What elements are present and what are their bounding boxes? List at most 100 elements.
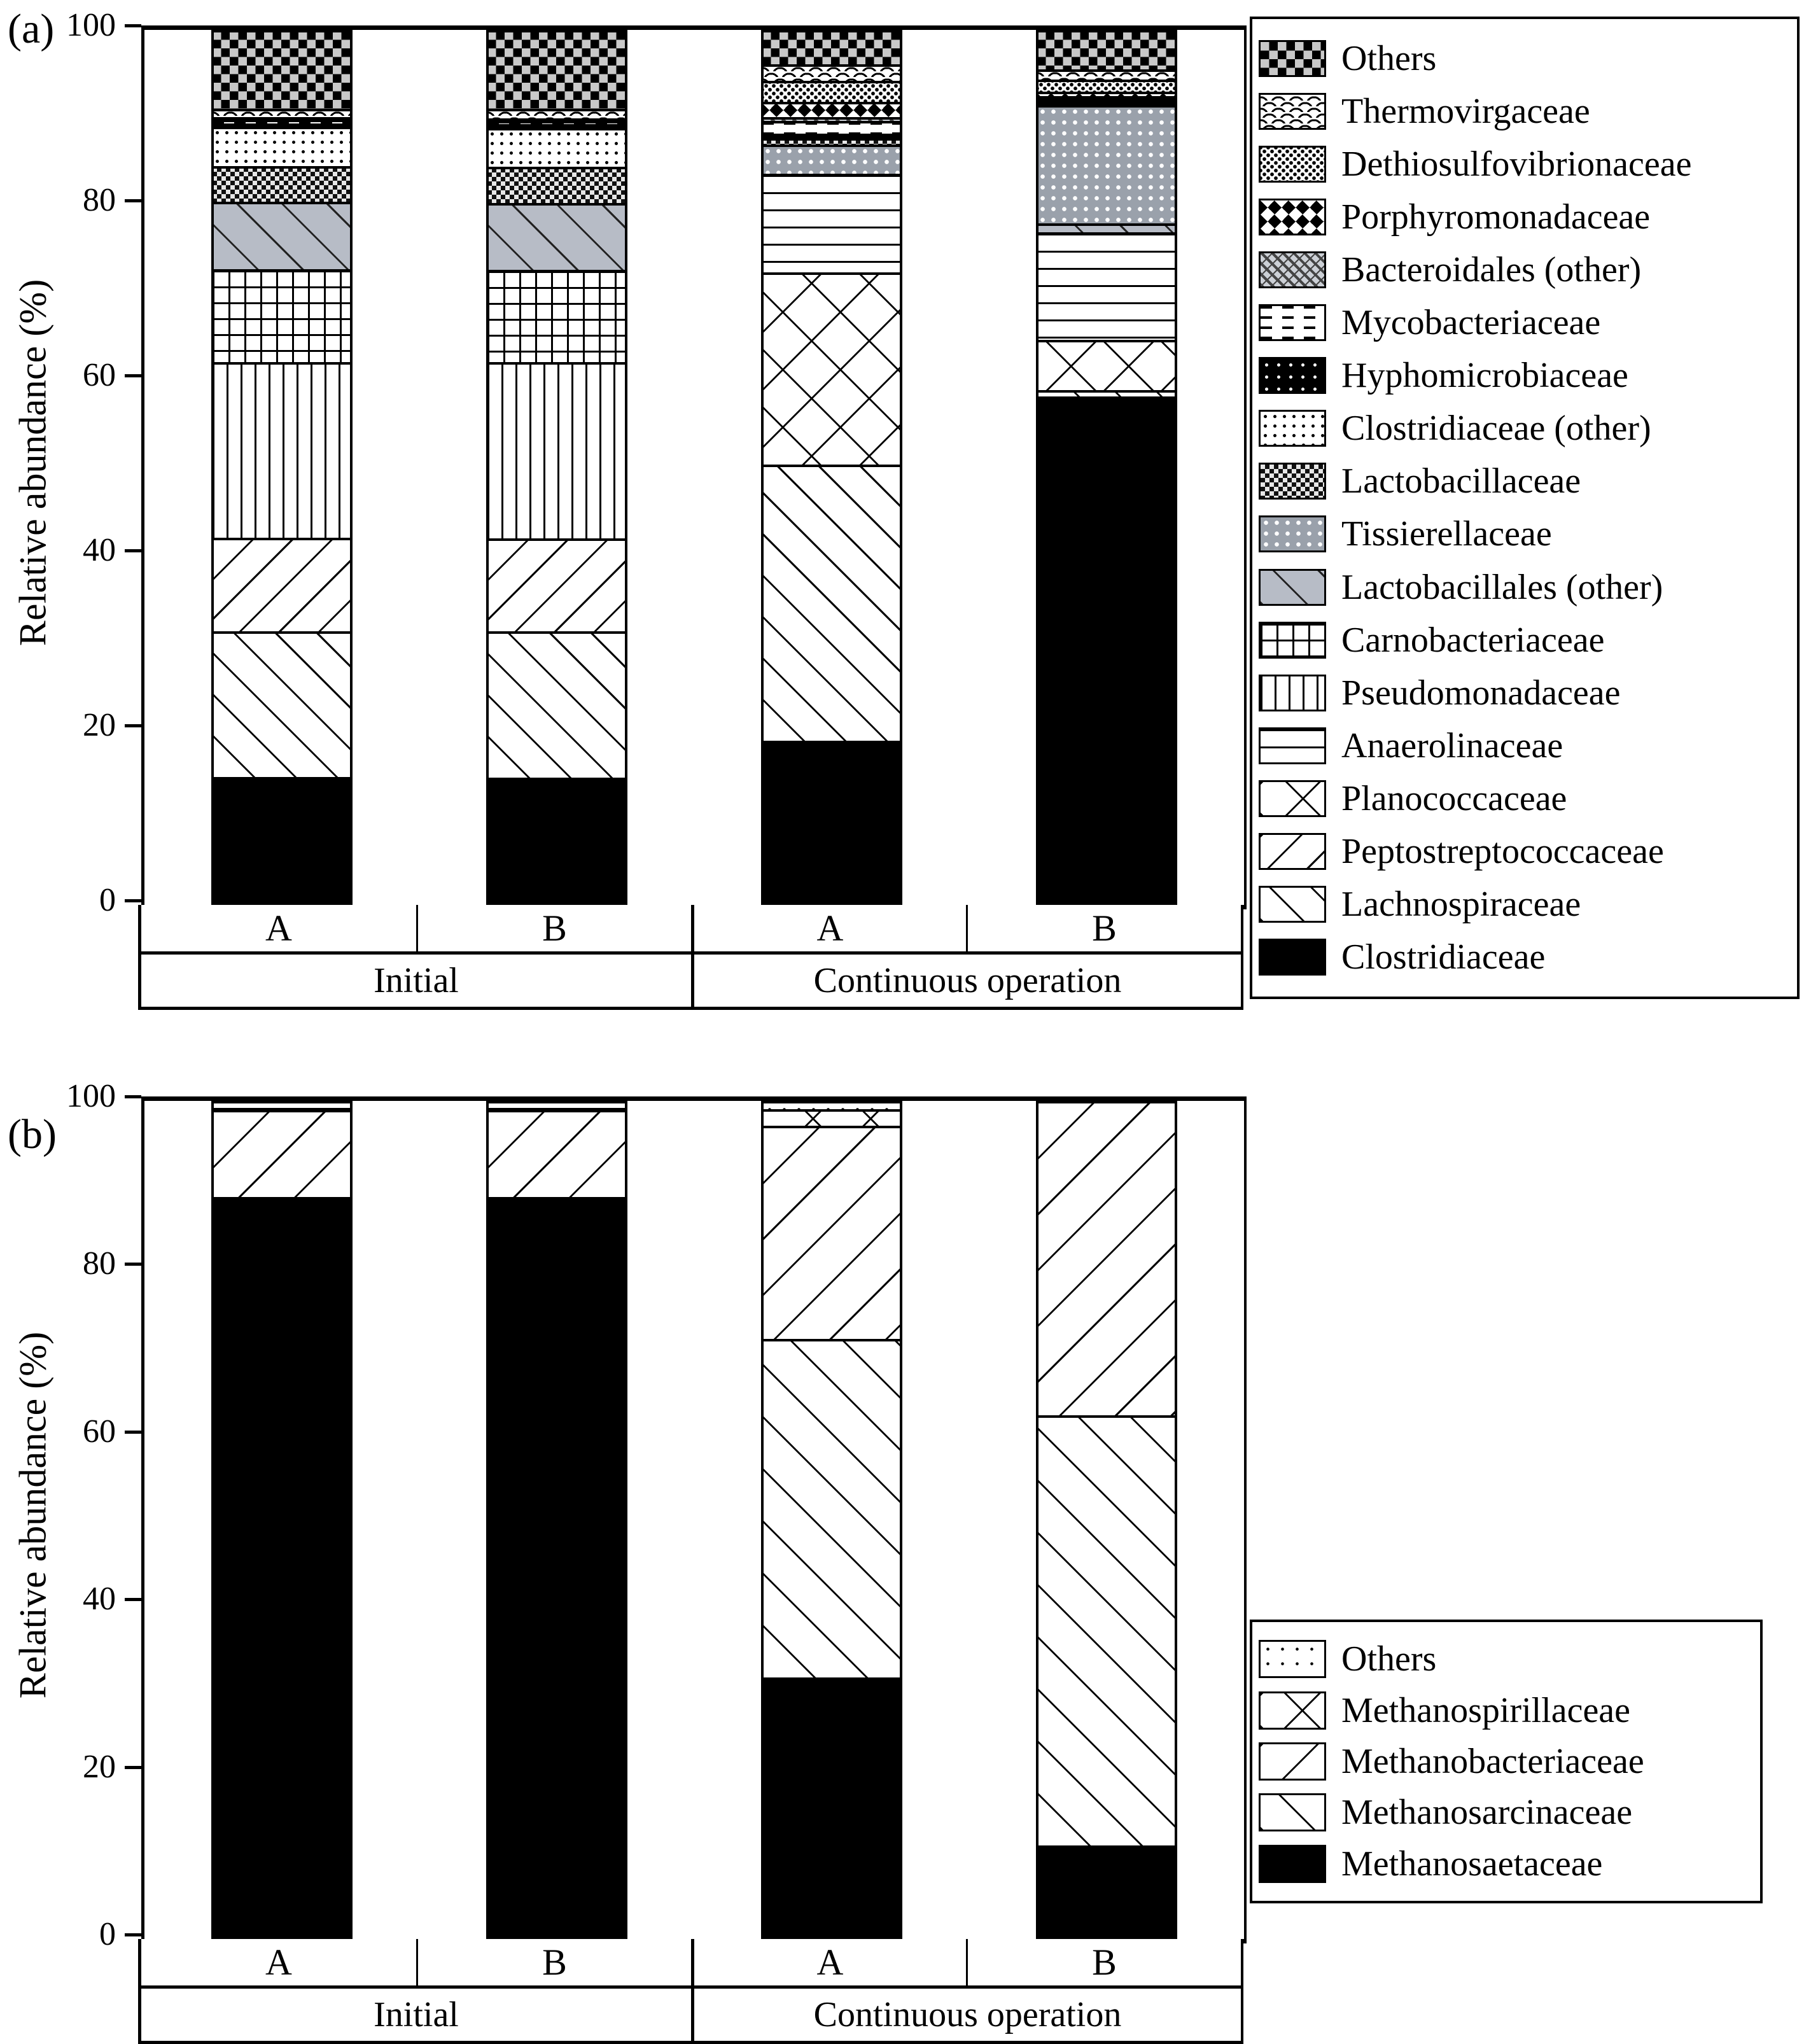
legend-label-anaerolinaceae: Anaerolinaceae <box>1341 725 1563 766</box>
y-tick-mark-60 <box>125 1430 141 1434</box>
tissierellaceae-pattern-swatch-icon <box>1259 515 1326 553</box>
legend-item-planococcaceae: Planococcaceae <box>1259 780 1791 817</box>
y-tick-mark-80 <box>125 1263 141 1266</box>
y-tick-mark-0 <box>125 1933 141 1936</box>
bar-continuous-operation-a <box>761 1101 902 1939</box>
segment-clostridiaceae <box>487 778 626 904</box>
segment-lactobacillales-other <box>1037 225 1176 234</box>
segment-planococcaceae <box>1037 340 1176 392</box>
segment-methanobacteriaceae <box>762 1127 901 1341</box>
segment-dethiosulfovibrionaceae <box>762 81 901 103</box>
y-tick-label-0: 0 <box>99 882 116 918</box>
dethiosulfovibrionaceae-pattern-swatch-icon <box>1259 146 1326 183</box>
methanospirillaceae-pattern-swatch-icon <box>1259 1691 1326 1730</box>
segment-clostridiaceae <box>1037 397 1176 904</box>
planococcaceae-pattern-swatch-icon <box>1259 780 1326 817</box>
y-tick-label-0: 0 <box>99 1916 116 1952</box>
bar-continuous-operation-b <box>1036 30 1177 905</box>
legend-label-methanosaetaceae: Methanosaetaceae <box>1341 1844 1603 1884</box>
legend-item-others: Others <box>1259 1639 1754 1679</box>
condition-label-continuous-operation: Continuous operation <box>691 955 1241 1007</box>
segment-methanobacteriaceae <box>1037 1102 1176 1417</box>
legend-label-mycobacteriaceae: Mycobacteriaceae <box>1341 303 1601 343</box>
legend-label-others: Others <box>1341 1639 1437 1679</box>
legend-item-peptostreptococcaceae: Peptostreptococcaceae <box>1259 831 1791 871</box>
legend-label-pseudomonadaceae: Pseudomonadaceae <box>1341 673 1621 713</box>
segment-hyphomicrobiaceae <box>762 135 901 140</box>
y-tick-mark-100 <box>125 1095 141 1098</box>
anaerolinaceae-pattern-swatch-icon <box>1259 727 1326 764</box>
replicate-label-initial-a: A <box>141 905 416 951</box>
bar-initial-b <box>486 1101 627 1939</box>
segment-lactobacillaceae <box>487 168 626 204</box>
segment-tissierellaceae <box>762 145 901 176</box>
legend-label-clostridiaceae-other: Clostridiaceae (other) <box>1341 409 1651 449</box>
segment-clostridiaceae-other <box>213 128 351 167</box>
segment-methanospirillaceae <box>762 1110 901 1128</box>
legend-label-clostridiaceae: Clostridiaceae <box>1341 937 1546 977</box>
legend-label-methanosarcinaceae: Methanosarcinaceae <box>1341 1793 1633 1833</box>
replicate-label-initial-a: A <box>141 1939 416 1985</box>
segment-pseudomonadaceae <box>487 363 626 540</box>
clostridiaceae-other-pattern-swatch-icon <box>1259 410 1326 447</box>
replicate-label-continuous-operation-a: A <box>691 1939 966 1985</box>
bar-initial-b <box>486 30 627 905</box>
bar-continuous-operation-b <box>1036 1101 1177 1939</box>
segment-methanosarcinaceae <box>213 1198 351 1201</box>
panel-a-x-axis-table: A B A B Initial Continuous operation <box>138 905 1243 1010</box>
legend-item-others: Others <box>1259 40 1791 78</box>
segment-bacteroidales-other <box>213 120 351 122</box>
legend-item-methanospirillaceae: Methanospirillaceae <box>1259 1691 1754 1730</box>
segment-mycobacteriaceae <box>213 121 351 125</box>
segment-thermovirgaceae <box>487 109 626 120</box>
legend-label-planococcaceae: Planococcaceae <box>1341 778 1567 818</box>
segment-pseudomonadaceae <box>213 363 351 539</box>
y-tick-mark-20 <box>125 724 141 727</box>
segment-planococcaceae <box>762 274 901 466</box>
legend-label-bacteroidales-other: Bacteroidales (other) <box>1341 250 1642 290</box>
legend-item-methanobacteriaceae: Methanobacteriaceae <box>1259 1742 1754 1781</box>
y-tick-label-40: 40 <box>83 532 116 568</box>
legend-label-hyphomicrobiaceae: Hyphomicrobiaceae <box>1341 356 1628 396</box>
segment-others <box>487 1102 626 1109</box>
segment-thermovirgaceae <box>213 109 351 119</box>
segment-thermovirgaceae <box>1037 70 1176 81</box>
y-tick-mark-40 <box>125 549 141 552</box>
segment-lactobacillaceae <box>213 167 351 204</box>
segment-peptostreptococcaceae <box>213 538 351 633</box>
segment-porphyromonadaceae <box>762 102 901 119</box>
panel-a-legend: Others Thermovirgaceae Dethiosulfovibriona… <box>1250 17 1800 999</box>
legend-label-peptostreptococcaceae: Peptostreptococcaceae <box>1341 831 1664 871</box>
panel-a-plot-area <box>141 25 1247 909</box>
lactobacillaceae-pattern-swatch-icon <box>1259 463 1326 500</box>
segment-others <box>762 1102 901 1111</box>
legend-item-tissierellaceae: Tissierellaceae <box>1259 515 1791 553</box>
segment-bacteroidales-other <box>762 118 901 122</box>
legend-label-dethiosulfovibrionaceae: Dethiosulfovibrionaceae <box>1341 144 1692 185</box>
panel-a-y-axis-title: Relative abundance (%) <box>11 279 54 647</box>
segment-clostridiaceae <box>762 742 901 904</box>
clostridiaceae-pattern-swatch-icon <box>1259 938 1326 976</box>
bacteroidales-other-pattern-swatch-icon <box>1259 251 1326 289</box>
segment-methanosarcinaceae <box>1037 1416 1176 1847</box>
others-pattern-swatch-icon <box>1259 1640 1326 1679</box>
lachnospiraceae-pattern-swatch-icon <box>1259 885 1326 923</box>
legend-item-anaerolinaceae: Anaerolinaceae <box>1259 727 1791 764</box>
legend-item-dethiosulfovibrionaceae: Dethiosulfovibrionaceae <box>1259 146 1791 183</box>
segment-porphyromonadaceae <box>487 120 626 122</box>
legend-item-lactobacillales-other: Lactobacillales (other) <box>1259 568 1791 606</box>
segment-methanosaetaceae <box>762 1678 901 1938</box>
panel-a-label: (a) <box>8 6 55 52</box>
segment-methanosaetaceae <box>213 1200 351 1938</box>
y-tick-label-20: 20 <box>83 707 116 743</box>
y-tick-label-20: 20 <box>83 1748 116 1785</box>
legend-label-lachnospiraceae: Lachnospiraceae <box>1341 884 1581 924</box>
legend-label-methanospirillaceae: Methanospirillaceae <box>1341 1690 1631 1730</box>
legend-item-thermovirgaceae: Thermovirgaceae <box>1259 93 1791 130</box>
bar-continuous-operation-a <box>761 30 902 905</box>
y-tick-mark-40 <box>125 1598 141 1602</box>
segment-carnobacteriaceae <box>487 271 626 364</box>
legend-item-mycobacteriaceae: Mycobacteriaceae <box>1259 303 1791 343</box>
condition-label-continuous-operation: Continuous operation <box>691 1989 1241 2041</box>
